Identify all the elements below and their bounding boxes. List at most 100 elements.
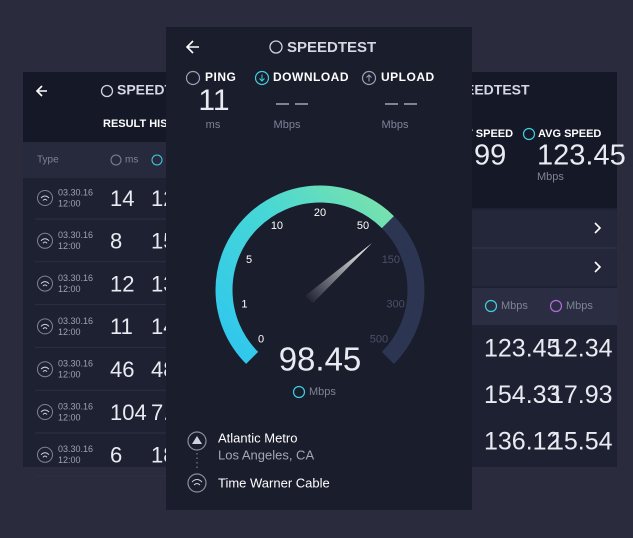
wifi-glyph bbox=[191, 479, 203, 486]
wifi-icon bbox=[37, 318, 53, 335]
wifi-glyph bbox=[40, 409, 50, 415]
header-bg bbox=[23, 72, 183, 142]
gauge-tick-label: 5 bbox=[246, 254, 252, 266]
download-icon bbox=[522, 127, 536, 141]
speed-unit: Mbps bbox=[309, 386, 336, 398]
speed-value: 98.45 bbox=[279, 341, 362, 378]
row-upload: 15.54 bbox=[550, 428, 613, 456]
avg-speed-value: 123.45 bbox=[537, 140, 626, 172]
row-download: 136.12 bbox=[484, 428, 560, 456]
wifi-glyph bbox=[40, 366, 50, 373]
download-icon bbox=[292, 385, 306, 399]
back-arrow[interactable] bbox=[185, 40, 199, 54]
row-date: 03.30.16 bbox=[58, 444, 93, 454]
gauge-tick-label: 1 bbox=[241, 299, 247, 311]
row-ping: 11 bbox=[110, 314, 133, 339]
ping-icon bbox=[110, 154, 122, 166]
row-time: 12:00 bbox=[58, 370, 81, 380]
download-arrow bbox=[259, 74, 265, 82]
column-header-bg bbox=[23, 142, 183, 178]
wifi-icon bbox=[37, 404, 53, 420]
gauge-tick-label: 20 bbox=[314, 207, 326, 219]
row-time: 12:00 bbox=[58, 198, 81, 208]
download-unit: Mbps bbox=[274, 119, 301, 131]
ping-icon bbox=[185, 70, 201, 86]
upload-label: UPLOAD bbox=[381, 70, 435, 84]
screen-title: RESULT HIST bbox=[103, 118, 175, 130]
ping-label: PING bbox=[205, 70, 236, 84]
column-upload: Mbps bbox=[566, 300, 593, 312]
gauge-tick-label: 10 bbox=[271, 220, 283, 232]
row-date: 03.30.16 bbox=[58, 230, 93, 240]
row-ping: 46 bbox=[110, 357, 134, 382]
max-speed-label: T SPEED bbox=[466, 128, 513, 140]
gauge-tick-label: 0 bbox=[258, 333, 264, 345]
wifi-glyph bbox=[40, 281, 50, 287]
row-time: 12:00 bbox=[58, 412, 81, 422]
avg-speed-label: AVG SPEED bbox=[538, 128, 601, 140]
row-ping: 14 bbox=[110, 186, 134, 211]
wifi-icon bbox=[37, 275, 53, 292]
avg-speed-unit: Mbps bbox=[537, 171, 564, 183]
server-name: Atlantic Metro bbox=[218, 430, 297, 445]
download-label: DOWNLOAD bbox=[273, 70, 349, 84]
row-upload: 12.34 bbox=[550, 335, 613, 363]
main-screen: SPEEDTEST PING 11 ms DOWNLOAD Mbps UPLOA… bbox=[166, 27, 472, 510]
server-icon bbox=[187, 431, 207, 451]
row-download: 154.33 bbox=[484, 381, 560, 409]
upload-icon bbox=[361, 70, 377, 86]
gauge: 0 1 5 10 20 50 150 300 500 bbox=[215, 185, 425, 364]
wifi-glyph bbox=[40, 238, 50, 244]
isp-icon bbox=[187, 473, 207, 493]
wifi-glyph bbox=[40, 195, 50, 201]
gauge-needle bbox=[305, 243, 372, 303]
download-icon bbox=[254, 70, 270, 86]
row-date: 03.30.16 bbox=[58, 359, 93, 369]
wifi-icon bbox=[37, 361, 53, 378]
row-download: 123.45 bbox=[484, 335, 560, 363]
gauge-progress bbox=[215, 185, 394, 364]
row-ping: 6 bbox=[110, 443, 122, 468]
wifi-glyph bbox=[40, 452, 50, 458]
row-date: 03.30.16 bbox=[58, 273, 93, 283]
gauge-tick-label: 300 bbox=[386, 299, 404, 311]
ping-unit: ms bbox=[206, 119, 221, 131]
gauge-tick-label: 50 bbox=[357, 220, 369, 232]
download-icon bbox=[151, 154, 163, 166]
wifi-glyph bbox=[40, 323, 50, 330]
gauge-track bbox=[381, 216, 425, 364]
logo-icon bbox=[100, 84, 114, 98]
max-speed-value: 99 bbox=[474, 140, 506, 172]
wifi-icon bbox=[37, 232, 53, 249]
column-type: Type bbox=[37, 155, 59, 166]
upload-unit: Mbps bbox=[382, 119, 409, 131]
row-upload: 17.93 bbox=[550, 381, 613, 409]
ping-value: 11 bbox=[198, 84, 229, 117]
history-screen: SPEEDT RESULT HIST Type ms 03.30.1612:00… bbox=[23, 72, 183, 477]
app-title: EEDTEST bbox=[465, 82, 530, 98]
chevron[interactable] bbox=[594, 222, 602, 234]
upload-icon bbox=[549, 299, 563, 313]
logo-icon bbox=[269, 40, 283, 54]
server-glyph bbox=[192, 436, 202, 444]
column-header-bg bbox=[455, 288, 617, 325]
row-ping: 8 bbox=[110, 229, 122, 254]
chevron[interactable] bbox=[594, 261, 602, 273]
download-icon bbox=[484, 299, 498, 313]
row-date: 03.30.16 bbox=[58, 187, 93, 197]
row-time: 12:00 bbox=[58, 455, 81, 465]
app-title: SPEEDTEST bbox=[287, 39, 376, 56]
row-date: 03.30.16 bbox=[58, 316, 93, 326]
wifi-icon bbox=[37, 190, 53, 206]
header-bg bbox=[455, 72, 617, 208]
row-time: 12:00 bbox=[58, 327, 81, 337]
back-arrow[interactable] bbox=[35, 85, 47, 97]
upload-arrow bbox=[366, 74, 372, 82]
summary-screen: EEDTEST T SPEED AVG SPEED 99 123.45 Mbps… bbox=[455, 72, 626, 467]
column-download: Mbps bbox=[501, 300, 528, 312]
wifi-icon bbox=[37, 446, 53, 463]
row-time: 12:00 bbox=[58, 284, 81, 294]
row-time: 12:00 bbox=[58, 241, 81, 251]
column-ping: ms bbox=[125, 155, 138, 166]
